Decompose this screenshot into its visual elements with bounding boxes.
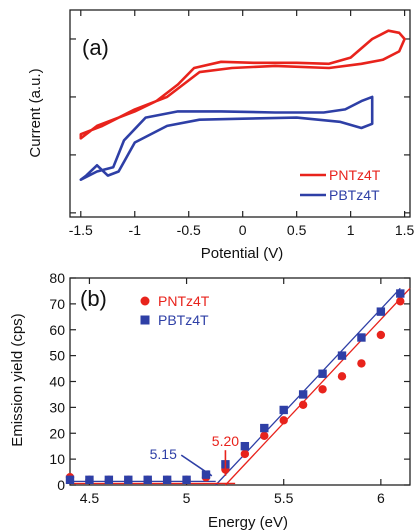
panel-a-label: (a) — [82, 35, 109, 60]
legend-a-label-pbtz4t: PBTz4T — [329, 187, 380, 203]
y-tick-label-b: 70 — [49, 296, 65, 312]
legend-b-label-pntz4t: PNTz4T — [158, 293, 210, 309]
panel-a: (a) Current (a.u.) Potential (V) -1.5 -1-… — [27, 9, 415, 262]
panel-b-label: (b) — [80, 286, 107, 311]
point-pbtz4t — [104, 475, 114, 485]
cv-curve-pbtz4t — [79, 95, 374, 181]
panel-a-ticks: -1.5 -1 -0.5 0 0.5 1 1.5 — [69, 10, 415, 238]
legend-a-label-pntz4t: PNTz4T — [329, 167, 381, 183]
legend-b-marker-pbtz4t — [140, 315, 150, 325]
point-pbtz4t — [162, 475, 172, 485]
panel-a-x-axis-label: Potential (V) — [201, 245, 284, 262]
point-pbtz4t — [376, 307, 386, 316]
annotation-arrowhead — [204, 469, 212, 476]
y-tick-label-b: 20 — [49, 425, 65, 441]
point-pbtz4t — [182, 475, 191, 485]
point-pntz4t — [357, 359, 366, 368]
point-pbtz4t — [260, 423, 269, 433]
point-pbtz4t — [240, 441, 250, 451]
point-pbtz4t — [65, 475, 75, 485]
point-pbtz4t — [357, 333, 366, 342]
legend-b-label-pbtz4t: PBTz4T — [158, 312, 209, 328]
point-pbtz4t — [143, 475, 152, 485]
y-tick-label-b: 80 — [49, 270, 65, 286]
point-pntz4t — [298, 400, 308, 409]
point-pntz4t — [396, 297, 405, 306]
x-tick-label-a: 1 — [347, 222, 355, 238]
x-tick-label-b: 4.5 — [80, 490, 100, 506]
panel-b-frame — [69, 277, 411, 486]
x-tick-label-a: 1.5 — [395, 222, 415, 238]
point-pntz4t — [318, 385, 327, 394]
x-tick-label-a: -1.5 — [69, 222, 93, 238]
x-tick-label-b: 5.5 — [274, 490, 294, 506]
panel-b-fit-lines — [70, 287, 411, 486]
point-pbtz4t — [85, 475, 94, 485]
x-tick-label-a: 0.5 — [287, 222, 307, 238]
panel-b-y-axis-label: Emission yield (cps) — [9, 313, 26, 446]
y-tick-label-b: 30 — [49, 399, 65, 415]
y-tick-label-b: 0 — [57, 477, 65, 493]
point-pbtz4t — [396, 289, 405, 298]
point-pbtz4t — [124, 475, 133, 485]
x-tick-label-b: 6 — [377, 490, 385, 506]
panel-a-curves — [79, 29, 406, 181]
y-tick-label-b: 10 — [49, 451, 65, 467]
x-tick-label-a: -1 — [129, 222, 142, 238]
panel-a-legend: PNTz4T PBTz4T — [300, 167, 381, 203]
annotation-5-15: 5.15 — [150, 446, 177, 462]
x-tick-label-b: 5 — [183, 490, 191, 506]
panel-b: (b) Emission yield (cps) Energy (eV) 4.5… — [9, 270, 411, 531]
point-pntz4t — [337, 372, 347, 381]
panel-a-frame — [69, 9, 411, 218]
y-tick-label-b: 40 — [49, 374, 65, 390]
fit-line — [224, 287, 411, 486]
x-tick-label-a: -0.5 — [177, 222, 201, 238]
legend-b-marker-pntz4t — [140, 296, 150, 306]
point-pbtz4t — [337, 351, 347, 360]
panel-b-x-axis-label: Energy (eV) — [208, 514, 288, 531]
point-pntz4t — [376, 330, 386, 340]
panel-b-legend: PNTz4T PBTz4T — [140, 293, 210, 328]
annotation-arrowhead — [222, 469, 229, 476]
panel-a-y-axis-label: Current (a.u.) — [27, 68, 44, 157]
point-pntz4t — [260, 431, 269, 441]
point-pntz4t — [240, 449, 250, 459]
point-pbtz4t — [318, 369, 327, 378]
y-tick-label-b: 50 — [49, 348, 65, 364]
x-tick-label-a: 0 — [239, 222, 247, 238]
point-pbtz4t — [298, 390, 308, 399]
y-tick-label-b: 60 — [49, 322, 65, 338]
point-pntz4t — [279, 416, 288, 425]
point-pbtz4t — [279, 405, 288, 415]
panel-b-annotations: 5.20 5.15 — [150, 433, 239, 477]
panel-b-points — [65, 289, 405, 485]
annotation-5-20: 5.20 — [212, 433, 239, 449]
cv-curve-pntz4t — [79, 29, 406, 140]
